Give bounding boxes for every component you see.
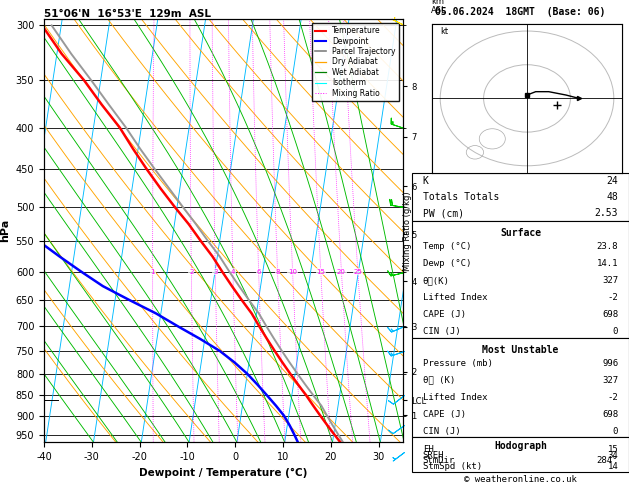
- Text: 51°06'N  16°53'E  129m  ASL: 51°06'N 16°53'E 129m ASL: [44, 9, 211, 18]
- Text: CAPE (J): CAPE (J): [423, 310, 466, 319]
- Text: 20: 20: [337, 269, 346, 275]
- Text: Pressure (mb): Pressure (mb): [423, 359, 493, 368]
- Text: CIN (J): CIN (J): [423, 327, 460, 336]
- Legend: Temperature, Dewpoint, Parcel Trajectory, Dry Adiabat, Wet Adiabat, Isotherm, Mi: Temperature, Dewpoint, Parcel Trajectory…: [313, 23, 399, 101]
- Bar: [412, 338, 629, 437]
- X-axis label: Dewpoint / Temperature (°C): Dewpoint / Temperature (°C): [139, 468, 308, 478]
- Text: StmSpd (kt): StmSpd (kt): [423, 462, 482, 471]
- Text: 48: 48: [606, 192, 618, 202]
- Text: CIN (J): CIN (J): [423, 427, 460, 436]
- Text: -2: -2: [608, 293, 618, 302]
- Y-axis label: hPa: hPa: [0, 219, 10, 243]
- Text: 23.8: 23.8: [597, 242, 618, 251]
- Text: 10: 10: [288, 269, 297, 275]
- Text: © weatheronline.co.uk: © weatheronline.co.uk: [464, 474, 577, 484]
- Text: 0: 0: [613, 327, 618, 336]
- Text: θᴄ(K): θᴄ(K): [423, 276, 450, 285]
- Text: Mixing Ratio (g/kg): Mixing Ratio (g/kg): [403, 191, 411, 271]
- Text: Temp (°C): Temp (°C): [423, 242, 471, 251]
- Text: PW (cm): PW (cm): [423, 208, 464, 218]
- Text: 2: 2: [189, 269, 194, 275]
- Text: 3: 3: [213, 269, 218, 275]
- Text: Surface: Surface: [500, 228, 541, 239]
- Text: Hodograph: Hodograph: [494, 441, 547, 451]
- Bar: [431, 24, 623, 173]
- Text: 698: 698: [602, 310, 618, 319]
- Text: Totals Totals: Totals Totals: [423, 192, 499, 202]
- Text: K: K: [423, 175, 429, 186]
- Text: 8: 8: [276, 269, 280, 275]
- Text: 15: 15: [316, 269, 325, 275]
- Text: 698: 698: [602, 410, 618, 419]
- Text: Lifted Index: Lifted Index: [423, 393, 487, 402]
- Text: 25: 25: [353, 269, 362, 275]
- Text: 327: 327: [602, 276, 618, 285]
- Text: 0: 0: [613, 427, 618, 436]
- Text: 15: 15: [608, 445, 618, 454]
- Text: 284°: 284°: [597, 456, 618, 466]
- Text: 1: 1: [150, 269, 155, 275]
- Text: 4: 4: [231, 269, 235, 275]
- Text: kt: kt: [440, 27, 448, 36]
- Text: StmDir: StmDir: [423, 456, 455, 466]
- Text: km
ASL: km ASL: [431, 0, 447, 15]
- Text: Lifted Index: Lifted Index: [423, 293, 487, 302]
- Text: 2.53: 2.53: [594, 208, 618, 218]
- Text: Dewp (°C): Dewp (°C): [423, 259, 471, 268]
- Text: 14.1: 14.1: [597, 259, 618, 268]
- Text: CAPE (J): CAPE (J): [423, 410, 466, 419]
- Text: 327: 327: [602, 376, 618, 385]
- Text: -2: -2: [608, 393, 618, 402]
- Text: 34: 34: [608, 451, 618, 460]
- Text: 14: 14: [608, 462, 618, 471]
- Text: EH: EH: [423, 445, 433, 454]
- Bar: [412, 221, 629, 338]
- Text: 24: 24: [606, 175, 618, 186]
- Bar: [412, 437, 629, 472]
- Text: SREH: SREH: [423, 451, 444, 460]
- Text: 05.06.2024  18GMT  (Base: 06): 05.06.2024 18GMT (Base: 06): [435, 7, 606, 17]
- Text: 6: 6: [257, 269, 261, 275]
- Text: 996: 996: [602, 359, 618, 368]
- Text: θᴄ (K): θᴄ (K): [423, 376, 455, 385]
- Bar: [412, 173, 629, 221]
- Text: Most Unstable: Most Unstable: [482, 345, 559, 355]
